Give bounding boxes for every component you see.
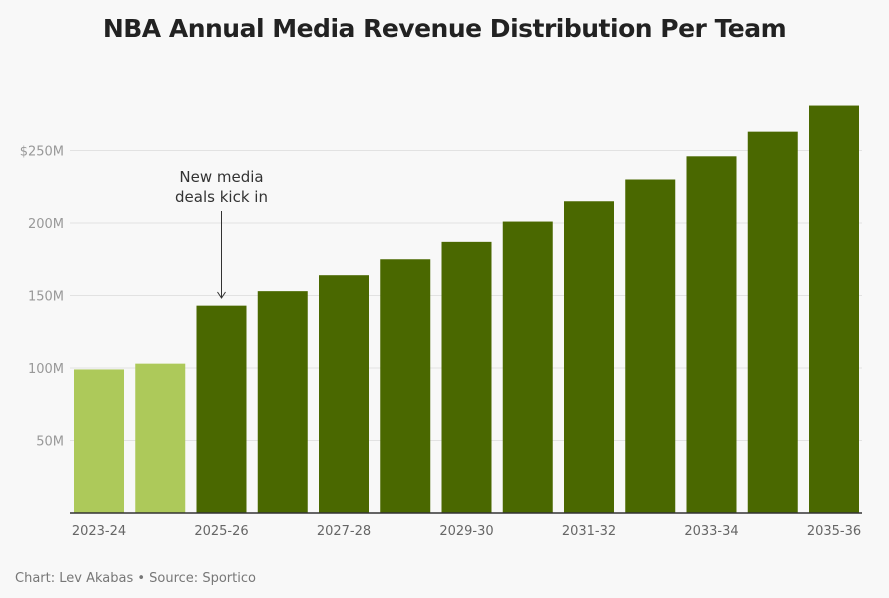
bar-2032-33: [625, 179, 676, 513]
bar-2035-36: [809, 105, 859, 514]
y-tick-label: 100M: [28, 362, 64, 377]
x-tick-label: 2025-26: [194, 524, 248, 539]
bar-2024-25: [135, 363, 186, 513]
x-tick-label: 2035-36: [807, 524, 861, 539]
bar-2028-29: [380, 259, 431, 513]
x-tick-label: 2031-32: [562, 524, 616, 539]
x-tick-label: 2029-30: [439, 524, 493, 539]
y-tick-label: 50M: [36, 435, 64, 450]
x-tick-label: 2023-24: [72, 524, 126, 539]
bar-2030-31: [502, 221, 553, 514]
x-tick-label: 2033-34: [684, 524, 738, 539]
y-tick-label: $250M: [20, 145, 64, 160]
chart-title: NBA Annual Media Revenue Distribution Pe…: [102, 14, 787, 43]
bar-2026-27: [257, 291, 308, 513]
bar-2023-24: [74, 369, 124, 513]
bar-2025-26: [196, 305, 247, 513]
bar-2027-28: [319, 275, 369, 513]
annotation-text-line2: deals kick in: [175, 188, 268, 206]
x-tick-label: 2027-28: [317, 524, 371, 539]
bar-2033-34: [686, 156, 737, 514]
bar-2029-30: [441, 241, 492, 513]
y-tick-label: 200M: [28, 217, 64, 232]
bar-2034-35: [747, 131, 798, 513]
y-tick-label: 150M: [28, 290, 64, 305]
annotation-text-line1: New media: [179, 168, 263, 186]
chart-footer: Chart: Lev Akabas • Source: Sportico: [15, 571, 256, 586]
bar-2031-32: [564, 201, 614, 513]
annotation-arrowhead-icon: [217, 291, 226, 299]
